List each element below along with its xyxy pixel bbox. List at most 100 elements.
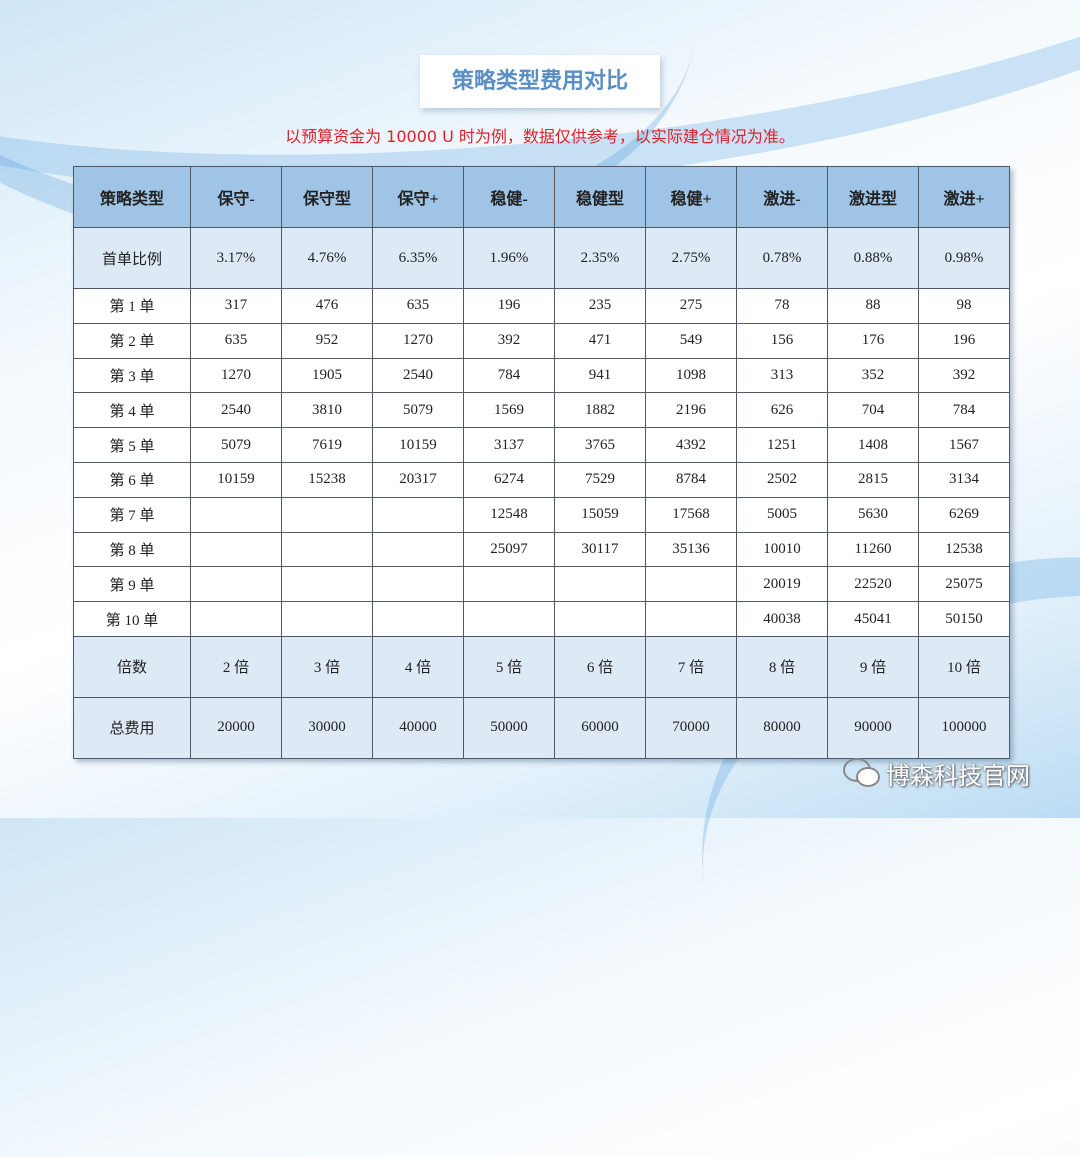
cell: 30117 [554,531,646,568]
cost-table: 策略类型 保守- 保守型 保守+ 稳健- 稳健型 稳健+ 激进- 激进型 激进+ 首单比例 3.17%… [73,166,1010,759]
table-row: 第 5 单 5079 7619 10159 3137 3765 4392 1251 1408 15… [73,427,1010,463]
cell: 9 倍 [827,635,919,698]
cell: 100000 [918,696,1010,759]
header-cell: 稳健+ [645,166,737,228]
cell: 784 [918,392,1010,429]
cell: 25075 [918,566,1010,603]
table-row: 第 3 单 1270 1905 2540 784 941 1098 313 352 392 [73,357,1010,394]
cell: 704 [827,392,919,429]
cell: 5079 [372,392,464,429]
cell: 10159 [190,461,282,498]
header-cell: 保守- [190,166,282,228]
cell: 1567 [918,427,1010,463]
cell: 98 [918,288,1010,324]
cell: 2196 [645,392,737,429]
cell: 2540 [372,357,464,394]
row-label: 第 10 单 [73,601,191,637]
cell [372,601,464,637]
cell [554,601,646,637]
cell: 3134 [918,461,1010,498]
cell [372,531,464,568]
cell: 7529 [554,461,646,498]
cell: 4 倍 [372,635,464,698]
cell: 12538 [918,531,1010,568]
cell: 1270 [372,322,464,359]
cell: 70000 [645,696,737,759]
cell: 156 [736,322,828,359]
cell: 5 倍 [463,635,555,698]
cell: 78 [736,288,828,324]
cell: 1251 [736,427,828,463]
cell [190,601,282,637]
cell: 2.35% [554,227,646,289]
table-row: 第 9 单 20019 22520 25075 [73,566,1010,603]
cell: 352 [827,357,919,394]
cell: 1882 [554,392,646,429]
cell: 1270 [190,357,282,394]
cell: 7619 [281,427,373,463]
row-label: 总费用 [73,696,191,759]
cell: 0.88% [827,227,919,289]
header-row: 策略类型 保守- 保守型 保守+ 稳健- 稳健型 稳健+ 激进- 激进型 激进+ [73,166,1010,228]
header-cell: 保守型 [281,166,373,228]
cell: 2815 [827,461,919,498]
row-label: 第 5 单 [73,427,191,463]
wechat-icon [843,758,880,787]
cell: 1.96% [463,227,555,289]
table-row: 第 1 单 317 476 635 196 235 275 78 88 98 [73,288,1010,324]
cell: 40000 [372,696,464,759]
row-label: 第 4 单 [73,392,191,429]
watermark: 博森科技官网 [886,762,1030,790]
header-cell: 激进- [736,166,828,228]
cell: 2502 [736,461,828,498]
cell: 45041 [827,601,919,637]
title: 策略类型费用对比 [420,55,660,108]
cell: 5079 [190,427,282,463]
table-row: 第 10 单 40038 45041 50150 [73,601,1010,637]
cell [645,566,737,603]
cell: 392 [918,357,1010,394]
cell: 317 [190,288,282,324]
header-cell: 策略类型 [73,166,191,228]
cell: 392 [463,322,555,359]
cell: 40038 [736,601,828,637]
table-row: 总费用 20000 30000 40000 50000 60000 70000 80000 90… [73,696,1010,759]
cell: 8 倍 [736,635,828,698]
cell: 50150 [918,601,1010,637]
row-label: 倍数 [73,635,191,698]
table-row: 第 6 单 10159 15238 20317 6274 7529 8784 2502 2815… [73,461,1010,498]
cell: 176 [827,322,919,359]
cell: 88 [827,288,919,324]
cell: 15238 [281,461,373,498]
cell: 1905 [281,357,373,394]
cell: 22520 [827,566,919,603]
header-cell: 激进型 [827,166,919,228]
cell [281,531,373,568]
cell: 7 倍 [645,635,737,698]
cell: 635 [190,322,282,359]
table-row: 第 8 单 25097 30117 35136 10010 11260 12538 [73,531,1010,568]
header-cell: 稳健- [463,166,555,228]
cell: 471 [554,322,646,359]
cell: 626 [736,392,828,429]
cell: 5630 [827,496,919,533]
subtitle: 以预算资金为 10000 U 时为例，数据仅供参考，以实际建仓情况为准。 [285,127,795,146]
cell: 3 倍 [281,635,373,698]
row-label: 第 8 单 [73,531,191,568]
cell: 941 [554,357,646,394]
table-row: 第 7 单 12548 15059 17568 5005 5630 6269 [73,496,1010,533]
cell: 549 [645,322,737,359]
cell: 476 [281,288,373,324]
cell: 12548 [463,496,555,533]
cell: 3137 [463,427,555,463]
cell: 313 [736,357,828,394]
table-row: 首单比例 3.17% 4.76% 6.35% 1.96% 2.35% 2.75% 0.78% 0… [73,227,1010,289]
cell: 3765 [554,427,646,463]
cell: 952 [281,322,373,359]
cell: 275 [645,288,737,324]
cell: 11260 [827,531,919,568]
cell: 90000 [827,696,919,759]
cell: 784 [463,357,555,394]
row-label: 第 7 单 [73,496,191,533]
